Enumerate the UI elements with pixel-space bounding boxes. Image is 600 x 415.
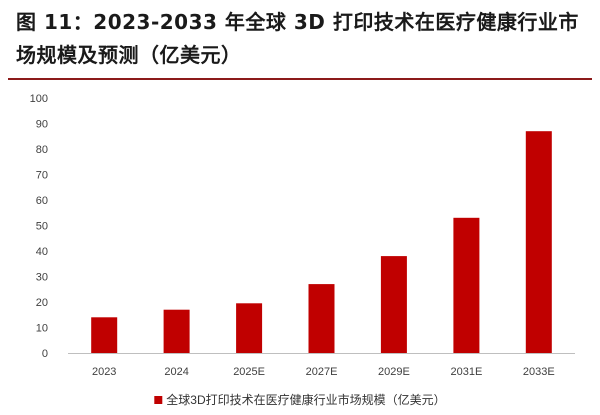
legend-swatch xyxy=(154,396,163,404)
y-tick-label: 50 xyxy=(36,221,48,233)
y-tick-label: 100 xyxy=(30,93,48,105)
y-tick-label: 80 xyxy=(36,144,48,156)
bars xyxy=(91,131,552,353)
y-tick-label: 0 xyxy=(42,348,48,360)
x-tick-label: 2027E xyxy=(306,366,338,378)
bar-2024 xyxy=(163,309,190,353)
y-tick-label: 40 xyxy=(36,246,48,258)
bar-2023 xyxy=(91,317,118,353)
y-tick-label: 30 xyxy=(36,272,48,284)
bar-2027e xyxy=(308,284,335,353)
legend: 全球3D打印技术在医疗健康行业市场规模（亿美元） xyxy=(154,392,446,407)
x-tick-label: 2029E xyxy=(378,366,410,378)
y-tick-label: 60 xyxy=(36,195,48,207)
bar-2029e xyxy=(380,256,407,353)
x-tick-label: 2033E xyxy=(523,366,555,378)
y-tick-label: 10 xyxy=(36,323,48,335)
bar-2033e xyxy=(525,131,552,353)
bar-chart: 0 10 20 30 40 50 60 70 80 90 100 2023 2024 2025E 2027… xyxy=(30,93,575,407)
y-tick-label: 20 xyxy=(36,297,48,309)
title-divider xyxy=(8,78,592,80)
legend-label: 全球3D打印技术在医疗健康行业市场规模（亿美元） xyxy=(166,392,445,407)
y-tick-label: 70 xyxy=(36,170,48,182)
bar-2031e xyxy=(453,217,480,353)
x-tick-label: 2025E xyxy=(233,366,265,378)
y-axis-tick-labels: 0 10 20 30 40 50 60 70 80 90 100 xyxy=(30,93,48,360)
x-axis-tick-labels: 2023 2024 2025E 2027E 2029E 2031E 2033E xyxy=(92,366,555,378)
x-tick-label: 2023 xyxy=(92,366,116,378)
x-tick-label: 2031E xyxy=(450,366,482,378)
figure-title: 图 11：2023-2033 年全球 3D 打印技术在医疗健康行业市场规模及预测… xyxy=(16,10,579,67)
y-tick-label: 90 xyxy=(36,119,48,131)
bar-2025e xyxy=(236,303,263,353)
x-tick-label: 2024 xyxy=(164,366,188,378)
